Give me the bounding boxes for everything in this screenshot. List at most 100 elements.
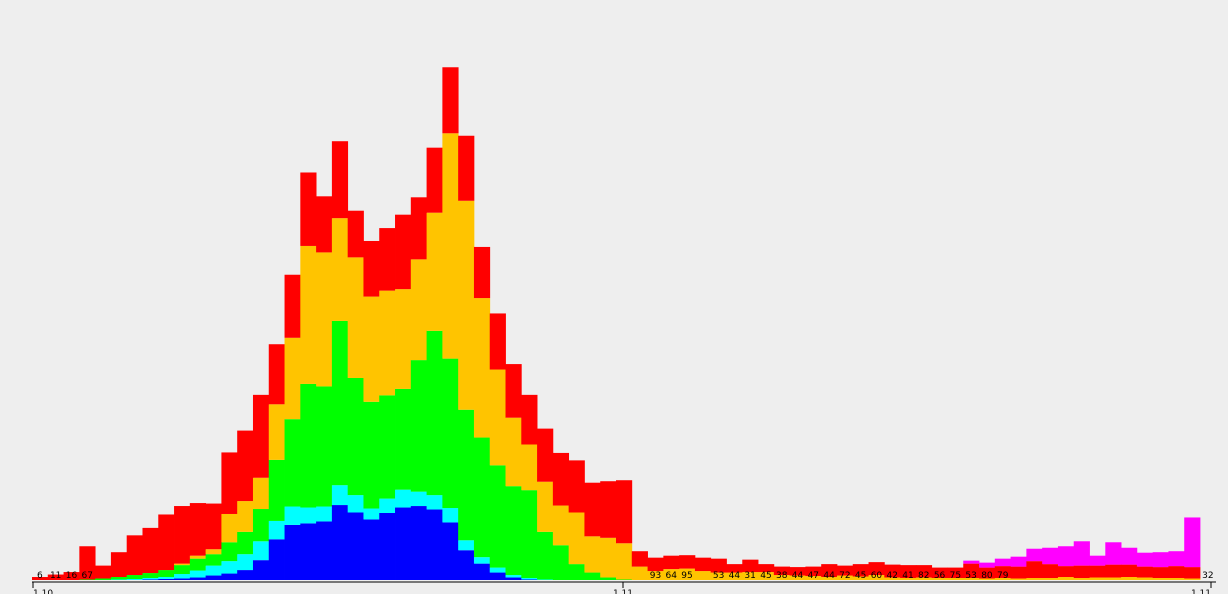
bar-segment (1042, 547, 1059, 565)
bar-segment (205, 575, 222, 580)
bar-segment (1089, 565, 1106, 578)
bar-segment (221, 542, 238, 562)
bar-segment (616, 543, 633, 580)
bar-segment (963, 578, 980, 580)
bar-segment (458, 540, 475, 551)
bar-segment (174, 578, 191, 580)
bar-segment (126, 579, 143, 580)
bar-segment (616, 579, 633, 580)
bar-segment (726, 572, 743, 580)
bin-count-label: 6 (37, 571, 43, 581)
bar-segment (174, 565, 191, 575)
bar-segment (758, 564, 775, 573)
bar-segment (694, 571, 712, 580)
bar-segment (1136, 566, 1154, 578)
bar-segment (142, 578, 159, 580)
bin-count-label: 72 (839, 571, 850, 581)
bar-segment (963, 560, 980, 564)
bar-segment (379, 512, 396, 580)
bar-segment (1057, 566, 1075, 578)
bar-segment (442, 508, 459, 523)
bar-segment (994, 566, 1011, 579)
bar-segment (947, 567, 964, 579)
bar-segment (994, 578, 1011, 580)
bar-segment (805, 576, 822, 580)
bar-segment (1184, 567, 1201, 579)
bar-segment (979, 567, 996, 579)
bar-segment (789, 575, 806, 580)
bar-segment (284, 419, 301, 507)
bar-segment (221, 573, 238, 580)
bar-segment (442, 133, 459, 359)
bin-count-label: 67 (82, 571, 93, 581)
bar-segment (379, 498, 396, 513)
bar-segment (1168, 578, 1185, 580)
bar-segment (552, 452, 570, 506)
bar-segment (521, 578, 538, 580)
bar-segment (915, 577, 933, 580)
bar-segment (284, 274, 301, 338)
bar-segment (347, 512, 364, 580)
bar-segment (395, 289, 412, 389)
bar-segment (473, 563, 491, 580)
bar-segment (300, 172, 317, 246)
bar-segment (284, 506, 301, 525)
bin-count-label: 64 (666, 571, 678, 581)
bin-count-label: 82 (918, 571, 929, 581)
bar-segment (584, 572, 601, 580)
bar-segment (789, 567, 806, 576)
bar-segment (205, 549, 222, 555)
bar-segment (268, 520, 285, 540)
bar-segment (458, 409, 475, 541)
bar-segment (363, 508, 380, 520)
bar-segment (379, 228, 396, 291)
bar-segment (1057, 577, 1075, 580)
bin-count-label: 41 (902, 571, 913, 581)
bar-segment (347, 210, 364, 258)
bar-segment (379, 395, 396, 499)
bin-count-label: 80 (981, 571, 993, 581)
bar-segment (79, 546, 96, 580)
bar-segment (347, 377, 364, 496)
bar-segment (1026, 561, 1043, 579)
bar-segment (1152, 567, 1169, 579)
bar-segment (821, 564, 838, 578)
bar-segment (1105, 577, 1122, 580)
bar-segment (568, 512, 585, 565)
bar-segment (1152, 552, 1169, 568)
bar-segment (505, 577, 522, 580)
bin-count-label: 53 (713, 571, 724, 581)
bar-segment (600, 481, 617, 538)
bar-segment (979, 562, 996, 568)
bar-segment (552, 505, 570, 546)
bar-segment (1010, 556, 1027, 567)
bar-segment (489, 313, 506, 370)
bar-segment (584, 482, 601, 537)
bar-segment (237, 554, 254, 571)
bin-count-label: 93 (650, 571, 661, 581)
bin-count-label: 75 (950, 571, 961, 581)
bar-segment (773, 566, 791, 576)
bar-segment (252, 394, 270, 478)
bar-segment (584, 536, 601, 573)
bar-segment (568, 460, 585, 513)
bar-segment (1089, 555, 1106, 566)
bar-segment (1121, 564, 1138, 578)
bar-segment (410, 360, 427, 492)
bar-segment (947, 578, 964, 580)
bar-segment (868, 575, 885, 580)
bar-segment (742, 572, 759, 580)
bar-segment (316, 196, 333, 253)
bar-segment (410, 491, 427, 507)
bar-segment (616, 480, 633, 544)
bar-segment (189, 503, 207, 556)
bar-segment (1184, 578, 1201, 580)
bar-segment (442, 358, 459, 509)
bar-segment (110, 552, 128, 578)
bar-segment (773, 575, 791, 580)
bin-count-label: 53 (965, 571, 976, 581)
bar-segment (537, 481, 554, 532)
bar-segment (758, 572, 775, 580)
bar-segment (395, 507, 412, 580)
bar-segment (442, 522, 459, 580)
